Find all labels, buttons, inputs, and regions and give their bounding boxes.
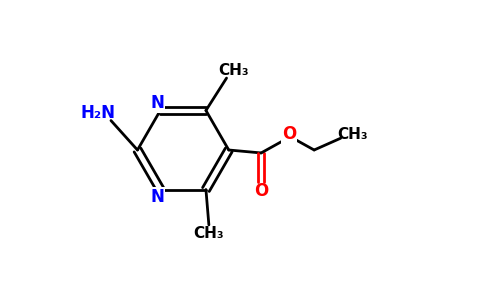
- Text: N: N: [151, 188, 164, 206]
- Text: O: O: [282, 125, 296, 143]
- Text: H₂N: H₂N: [80, 104, 115, 122]
- Text: N: N: [151, 94, 164, 112]
- Text: CH₃: CH₃: [337, 127, 368, 142]
- Text: CH₃: CH₃: [219, 63, 249, 78]
- Text: CH₃: CH₃: [194, 226, 224, 241]
- Text: O: O: [254, 182, 268, 200]
